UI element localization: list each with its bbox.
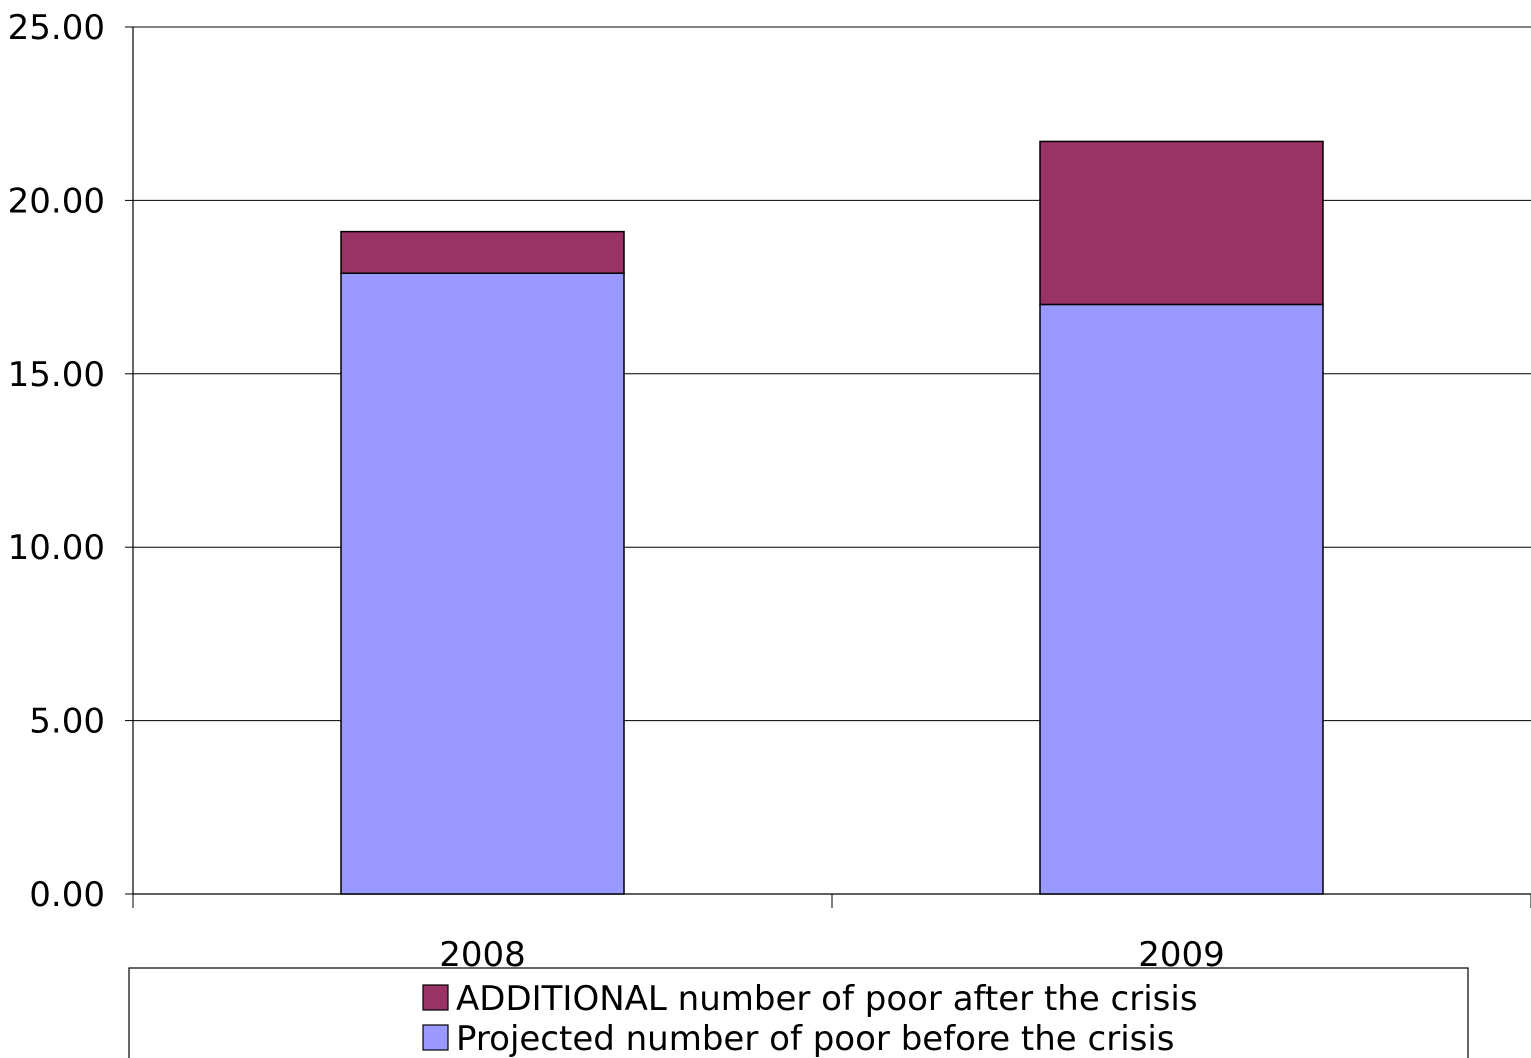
bar-segment-2009-series-0 xyxy=(1039,303,1324,895)
bar-segment-2008-series-1 xyxy=(340,230,625,274)
y-tick-label: 0.00 xyxy=(29,875,105,915)
legend-swatch xyxy=(422,1024,449,1051)
legend-label: Projected number of poor before the cris… xyxy=(456,1019,1175,1058)
bars xyxy=(340,140,1324,895)
legend: ADDITIONAL number of poor after the cris… xyxy=(128,967,1469,1058)
y-tick-label: 5.00 xyxy=(29,702,105,742)
y-tick-label: 10.00 xyxy=(8,528,105,568)
x-axis xyxy=(132,893,1531,908)
bar-segment-2009-series-1 xyxy=(1039,140,1324,306)
legend-swatch xyxy=(422,984,449,1011)
y-tick-label: 25.00 xyxy=(8,8,105,48)
y-axis: 0.00 5.00 10.00 15.00 20.00 25.00 xyxy=(8,8,134,915)
y-tick-label: 15.00 xyxy=(8,355,105,395)
y-tick-label: 20.00 xyxy=(8,181,105,221)
legend-label: ADDITIONAL number of poor after the cris… xyxy=(456,979,1198,1019)
bar-segment-2008-series-0 xyxy=(340,272,625,895)
legend-box xyxy=(128,967,1469,1058)
